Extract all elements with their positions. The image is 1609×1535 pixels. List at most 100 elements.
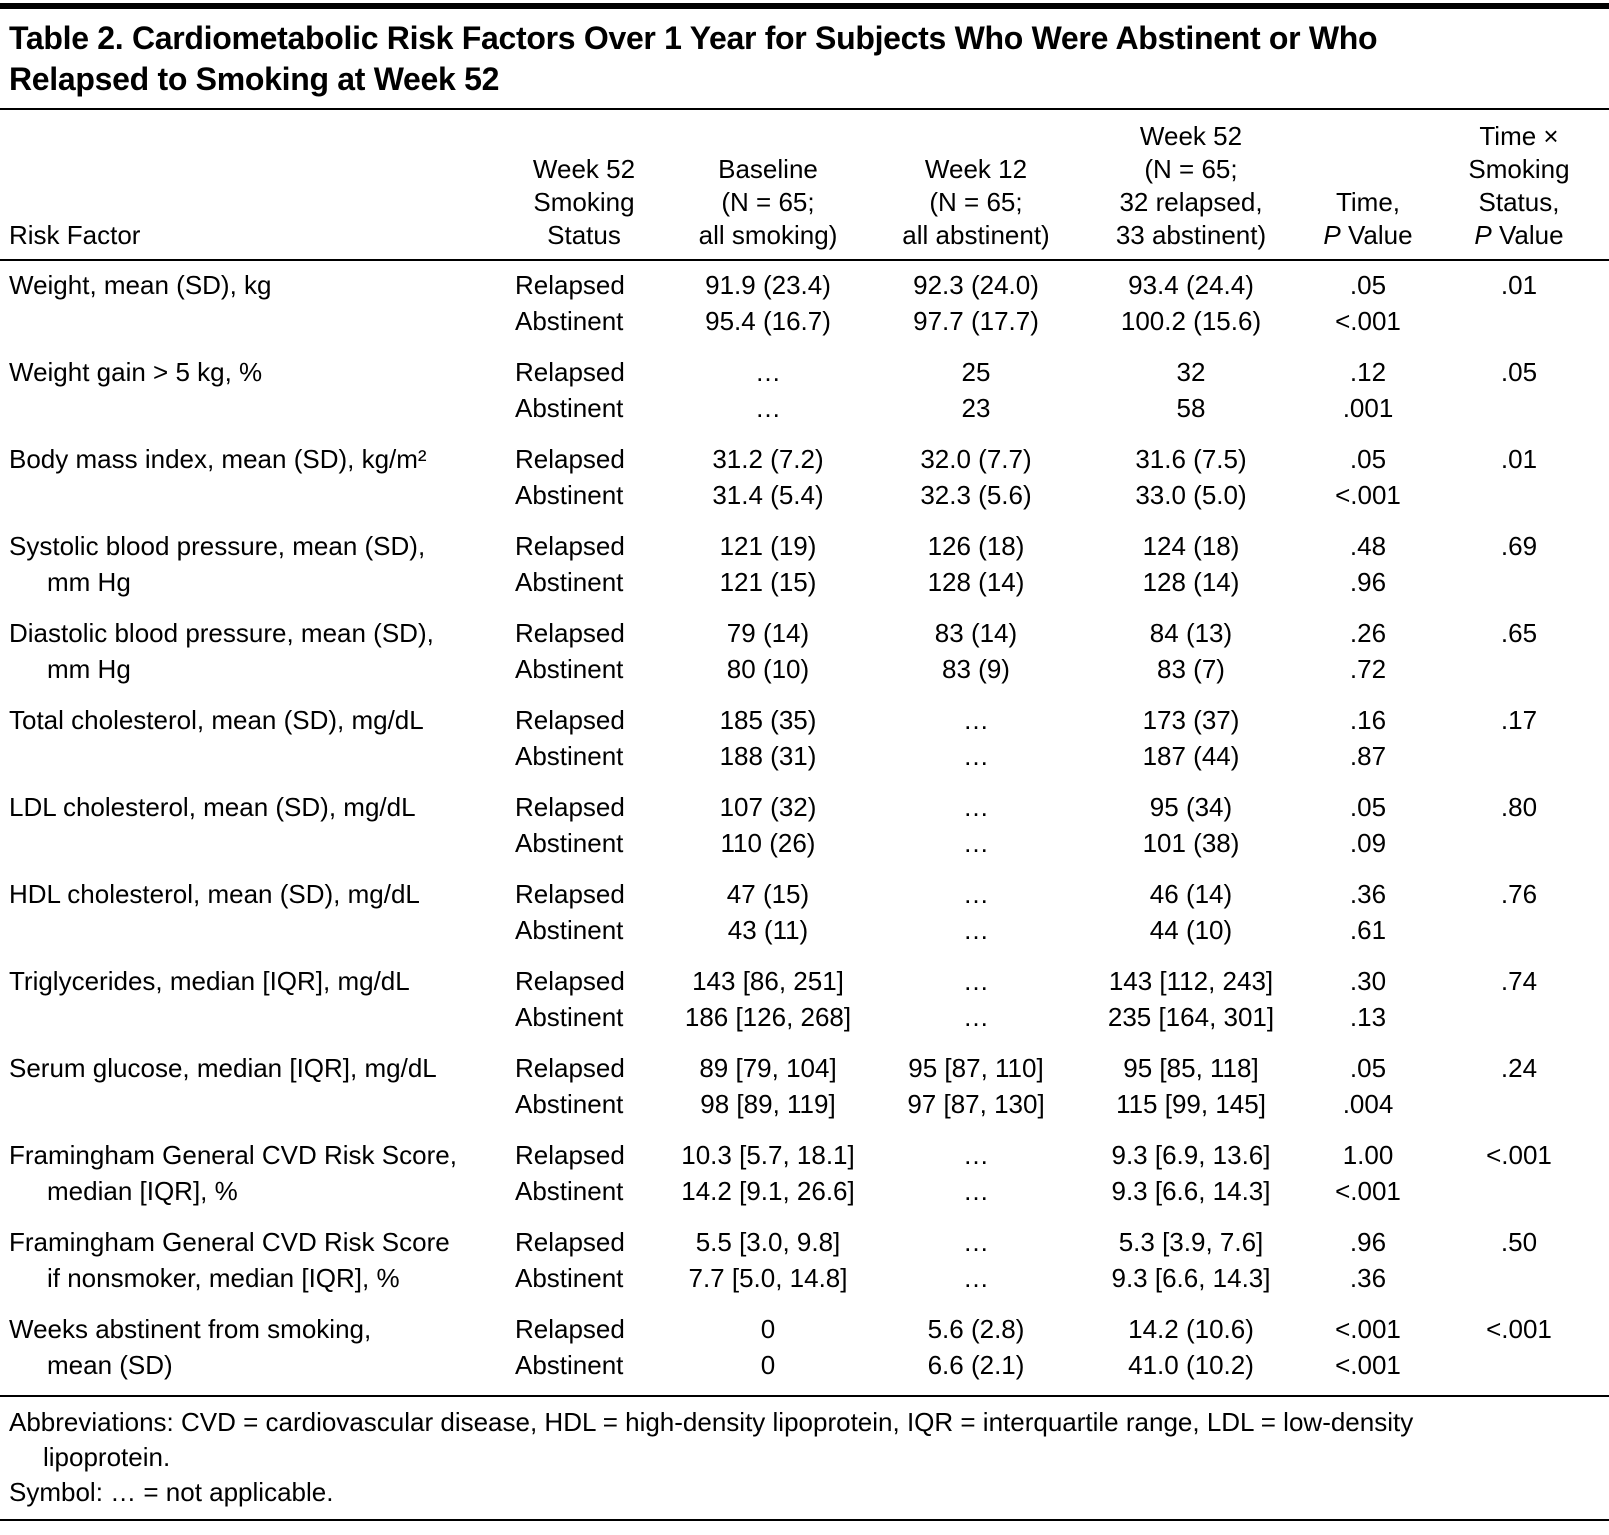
smoking-status-cell: Abstinent bbox=[515, 480, 624, 510]
time-p-cell: .26 bbox=[1349, 618, 1387, 648]
week52-cell: 84 (13) bbox=[1149, 618, 1233, 648]
time-p-cell: .05 bbox=[1349, 444, 1387, 474]
baseline-cell: 143 [86, 251] bbox=[692, 966, 844, 996]
time-p-cell: <.001 bbox=[1335, 480, 1401, 510]
table-row: HDL cholesterol, mean (SD), mg/dL Relapse… bbox=[0, 861, 1609, 912]
table-row: Abstinent 188 (31) … 187 (44) .87 bbox=[0, 738, 1609, 774]
interaction-p-cell: .50 bbox=[1500, 1227, 1538, 1257]
header-line: Status bbox=[547, 220, 621, 250]
risk-factor-label: LDL cholesterol, mean (SD), mg/dL bbox=[9, 792, 416, 822]
header-line: Week 12 bbox=[924, 154, 1028, 184]
week12-cell: … bbox=[963, 828, 989, 858]
baseline-cell: … bbox=[755, 393, 781, 423]
header-line: Time × bbox=[1479, 121, 1559, 151]
week52-cell: 143 [112, 243] bbox=[1108, 966, 1274, 996]
time-p-cell: .16 bbox=[1349, 705, 1387, 735]
risk-factor-label: Framingham General CVD Risk Score bbox=[9, 1227, 450, 1257]
abbreviations-line2: lipoprotein. bbox=[43, 1442, 171, 1472]
risk-factor-label: Triglycerides, median [IQR], mg/dL bbox=[9, 966, 410, 996]
week52-cell: 33.0 (5.0) bbox=[1135, 480, 1247, 510]
risk-factor-label: Systolic blood pressure, mean (SD), bbox=[9, 531, 426, 561]
risk-factors-table: Risk Factor Week 52 Smoking Status Basel… bbox=[0, 110, 1609, 1395]
smoking-status-cell: Abstinent bbox=[515, 1089, 624, 1119]
header-line: Baseline bbox=[718, 154, 818, 184]
col-header-week12: Week 12 (N = 65; all abstinent) bbox=[877, 110, 1075, 261]
time-p-cell: .05 bbox=[1349, 1053, 1387, 1083]
risk-factor-label-continuation bbox=[0, 738, 509, 774]
header-row: Risk Factor Week 52 Smoking Status Basel… bbox=[0, 110, 1609, 261]
baseline-cell: 31.2 (7.2) bbox=[712, 444, 824, 474]
table-row: mm Hg Abstinent 80 (10) 83 (9) 83 (7) .72 bbox=[0, 651, 1609, 687]
week12-cell: 5.6 (2.8) bbox=[927, 1314, 1025, 1344]
week12-cell: … bbox=[963, 1140, 989, 1170]
baseline-cell: … bbox=[755, 357, 781, 387]
week52-cell: 31.6 (7.5) bbox=[1135, 444, 1247, 474]
paper-table-page: Table 2. Cardiometabolic Risk Factors Ov… bbox=[0, 3, 1609, 1535]
table-row: Serum glucose, median [IQR], mg/dL Relaps… bbox=[0, 1035, 1609, 1086]
table-row: Abstinent 186 [126, 268] … 235 [164, 301] .1… bbox=[0, 999, 1609, 1035]
smoking-status-cell: Relapsed bbox=[515, 1053, 625, 1083]
table-row: Framingham General CVD Risk Score, Relaps… bbox=[0, 1122, 1609, 1173]
week52-cell: 41.0 (10.2) bbox=[1128, 1350, 1254, 1380]
interaction-p-cell bbox=[1429, 1173, 1609, 1209]
table-row: Abstinent 110 (26) … 101 (38) .09 bbox=[0, 825, 1609, 861]
time-p-cell: .30 bbox=[1349, 966, 1387, 996]
col-header-smoking-status: Week 52 Smoking Status bbox=[509, 110, 659, 261]
smoking-status-cell: Abstinent bbox=[515, 654, 624, 684]
interaction-p-cell: .05 bbox=[1500, 357, 1538, 387]
week12-cell: … bbox=[963, 1002, 989, 1032]
smoking-status-cell: Relapsed bbox=[515, 1227, 625, 1257]
time-p-cell: .96 bbox=[1349, 1227, 1387, 1257]
smoking-status-cell: Abstinent bbox=[515, 306, 624, 336]
table-row: Abstinent 31.4 (5.4) 32.3 (5.6) 33.0 (5.0) <… bbox=[0, 477, 1609, 513]
interaction-p-cell: .65 bbox=[1500, 618, 1538, 648]
risk-factor-label-continuation: median [IQR], % bbox=[47, 1176, 238, 1206]
week52-cell: 14.2 (10.6) bbox=[1128, 1314, 1254, 1344]
interaction-p-cell: .74 bbox=[1500, 966, 1538, 996]
interaction-p-cell: .01 bbox=[1500, 444, 1538, 474]
week52-cell: 44 (10) bbox=[1149, 915, 1233, 945]
time-p-cell: <.001 bbox=[1335, 1314, 1401, 1344]
week12-cell: 97 [87, 130] bbox=[907, 1089, 1045, 1119]
baseline-cell: 7.7 [5.0, 14.8] bbox=[688, 1263, 848, 1293]
risk-factor-label-continuation: mm Hg bbox=[47, 654, 131, 684]
time-p-cell: <.001 bbox=[1335, 1176, 1401, 1206]
interaction-p-cell: <.001 bbox=[1486, 1314, 1552, 1344]
table-row: Total cholesterol, mean (SD), mg/dL Relap… bbox=[0, 687, 1609, 738]
smoking-status-cell: Abstinent bbox=[515, 915, 624, 945]
week12-cell: 6.6 (2.1) bbox=[927, 1350, 1025, 1380]
week12-cell: … bbox=[963, 879, 989, 909]
baseline-cell: 185 (35) bbox=[719, 705, 817, 735]
table-row: LDL cholesterol, mean (SD), mg/dL Relapse… bbox=[0, 774, 1609, 825]
interaction-p-cell: <.001 bbox=[1486, 1140, 1552, 1170]
baseline-cell: 47 (15) bbox=[726, 879, 810, 909]
smoking-status-cell: Abstinent bbox=[515, 1002, 624, 1032]
table-row: Abstinent 98 [89, 119] 97 [87, 130] 115 [99… bbox=[0, 1086, 1609, 1122]
header-line: Time, bbox=[1335, 187, 1401, 217]
interaction-p-cell: .69 bbox=[1500, 531, 1538, 561]
week12-cell: 95 [87, 110] bbox=[908, 1053, 1044, 1083]
risk-factor-label-continuation bbox=[0, 825, 509, 861]
header-line: Week 52 bbox=[1139, 121, 1243, 151]
week52-cell: 5.3 [3.9, 7.6] bbox=[1118, 1227, 1264, 1257]
smoking-status-cell: Relapsed bbox=[515, 1314, 625, 1344]
abbreviations-line1: Abbreviations: CVD = cardiovascular dise… bbox=[9, 1407, 1414, 1437]
week52-cell: 83 (7) bbox=[1157, 654, 1225, 684]
header-line: 32 relapsed, bbox=[1119, 187, 1263, 217]
week52-cell: 95 (34) bbox=[1149, 792, 1233, 822]
baseline-cell: 110 (26) bbox=[720, 828, 816, 858]
interaction-p-cell bbox=[1429, 738, 1609, 774]
time-p-cell: .13 bbox=[1349, 1002, 1387, 1032]
risk-factor-label: Weeks abstinent from smoking, bbox=[9, 1314, 372, 1344]
week12-cell: 32.3 (5.6) bbox=[920, 480, 1032, 510]
value-label: Value bbox=[1348, 220, 1413, 250]
header-line: Risk Factor bbox=[9, 220, 141, 250]
week52-cell: 46 (14) bbox=[1149, 879, 1233, 909]
interaction-p-cell bbox=[1429, 1347, 1609, 1395]
week52-cell: 58 bbox=[1176, 393, 1206, 423]
col-header-interaction-p: Time × Smoking Status, P Value bbox=[1429, 110, 1609, 261]
week12-cell: 32.0 (7.7) bbox=[920, 444, 1032, 474]
table-row: Systolic blood pressure, mean (SD), Relap… bbox=[0, 513, 1609, 564]
baseline-cell: 79 (14) bbox=[726, 618, 810, 648]
week12-cell: 23 bbox=[961, 393, 991, 423]
